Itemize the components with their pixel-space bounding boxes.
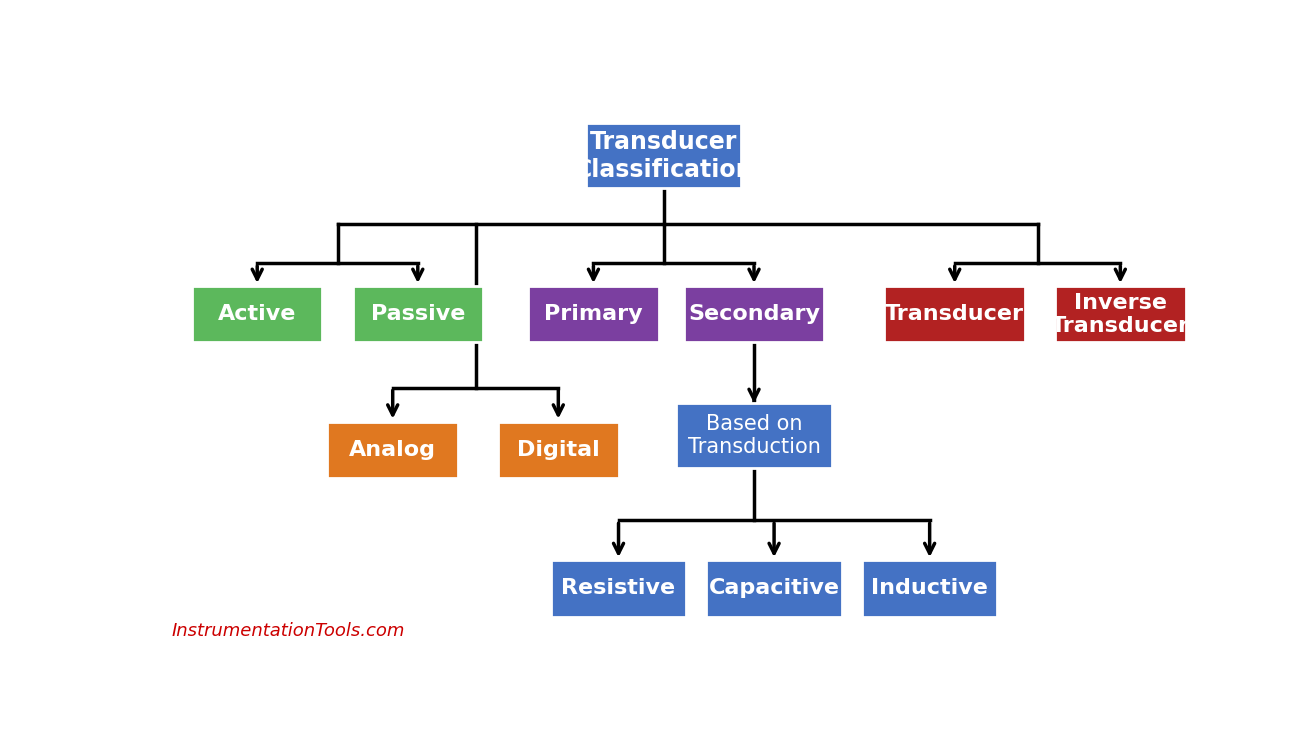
Text: Primary: Primary: [544, 304, 642, 324]
Text: Transducer: Transducer: [886, 304, 1024, 324]
Text: Based on
Transduction: Based on Transduction: [688, 414, 821, 457]
Text: Secondary: Secondary: [688, 304, 820, 324]
FancyBboxPatch shape: [684, 286, 825, 343]
FancyBboxPatch shape: [585, 123, 742, 189]
Text: Transducer
Classification: Transducer Classification: [575, 130, 752, 182]
Text: Resistive: Resistive: [562, 578, 676, 598]
Text: Inverse
Transducer: Inverse Transducer: [1050, 293, 1190, 335]
Text: Capacitive: Capacitive: [708, 578, 839, 598]
Text: Active: Active: [218, 304, 297, 324]
Text: Passive: Passive: [370, 304, 465, 324]
Text: InstrumentationTools.com: InstrumentationTools.com: [172, 622, 405, 640]
Text: Analog: Analog: [350, 440, 436, 459]
FancyBboxPatch shape: [1055, 286, 1186, 343]
Text: Digital: Digital: [517, 440, 600, 459]
FancyBboxPatch shape: [862, 560, 997, 617]
FancyBboxPatch shape: [884, 286, 1024, 343]
FancyBboxPatch shape: [352, 286, 483, 343]
FancyBboxPatch shape: [550, 560, 686, 617]
FancyBboxPatch shape: [192, 286, 322, 343]
FancyBboxPatch shape: [328, 421, 458, 478]
FancyBboxPatch shape: [706, 560, 842, 617]
FancyBboxPatch shape: [499, 421, 619, 478]
Text: Inductive: Inductive: [872, 578, 988, 598]
FancyBboxPatch shape: [676, 403, 831, 468]
FancyBboxPatch shape: [528, 286, 659, 343]
